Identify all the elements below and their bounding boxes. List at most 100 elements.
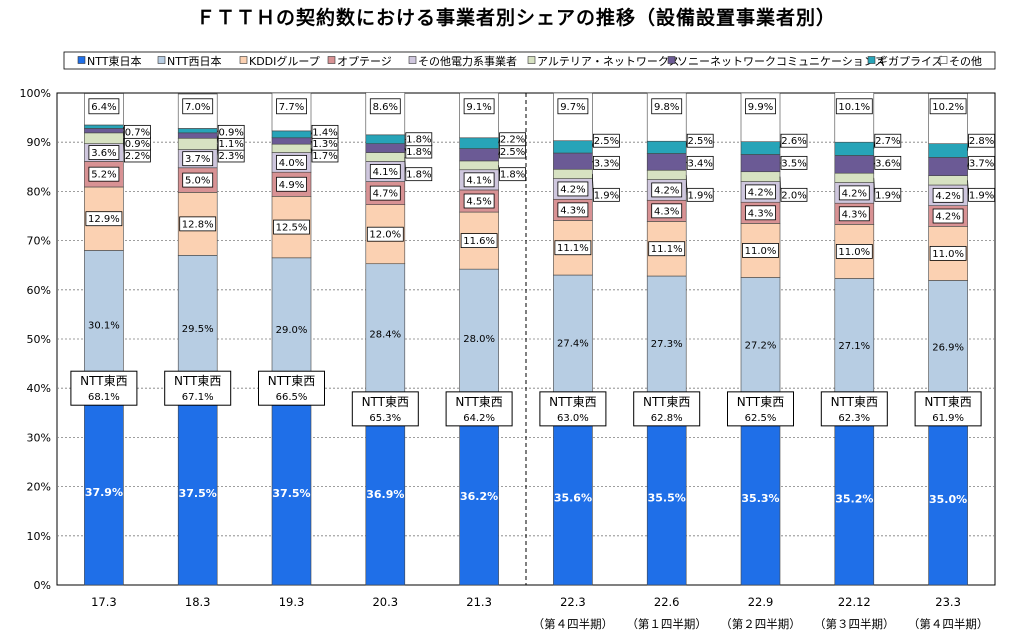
bar-segment: [271, 137, 312, 145]
data-label: 28.0%: [463, 334, 495, 345]
data-label-box: [463, 193, 495, 209]
data-label-box: [85, 211, 123, 227]
combined-value: 61.9%: [932, 413, 964, 424]
data-label: 10.1%: [838, 102, 870, 113]
combined-title: NTT東西: [455, 395, 502, 409]
y-axis: 0% 10% 20% 30% 40% 50% 60% 70% 80% 90% 100%: [20, 87, 51, 592]
x-tick-label: 17.3: [91, 595, 117, 609]
combined-box: [70, 370, 138, 406]
data-label: 3.7%: [969, 158, 994, 169]
y-tick-label: 50%: [27, 333, 51, 346]
bar-segment: [928, 143, 968, 158]
data-label: 3.6%: [91, 148, 116, 159]
data-label: 36.9%: [366, 488, 404, 501]
x-tick-sublabel: （第４四半期）: [533, 617, 614, 631]
data-label: 27.4%: [557, 338, 589, 349]
data-label: 1.9%: [594, 190, 619, 201]
bar-segment: [740, 411, 781, 586]
combined-value: 62.8%: [651, 413, 683, 424]
combined-title: NTT東西: [643, 395, 690, 409]
data-label-box: [463, 172, 495, 188]
legend-label: アルテリア・ネットワークス: [537, 55, 680, 68]
combined-box: [820, 391, 888, 427]
data-label: 2.0%: [781, 190, 806, 201]
bar-segment: [928, 157, 968, 176]
bar-segment: [928, 175, 968, 186]
bar-segment: [271, 130, 312, 139]
data-label: 7.0%: [185, 102, 210, 113]
bar-segment: [365, 143, 406, 153]
bar-segment: [834, 141, 875, 156]
data-label: 4.3%: [560, 205, 585, 216]
legend-swatch: [939, 56, 948, 64]
x-tick-label: 22.6: [654, 595, 680, 609]
bar-segment: [928, 280, 968, 414]
data-label: 4.2%: [935, 212, 960, 223]
data-label: 27.2%: [745, 340, 777, 351]
data-label: 3.7%: [185, 154, 210, 165]
data-label: 12.8%: [182, 219, 214, 230]
bar-segment: [271, 143, 312, 153]
combined-label: NTT東西 66.5%: [258, 370, 325, 406]
data-label-box: [124, 124, 151, 139]
x-tick-label: 22.9: [748, 595, 774, 609]
data-label: 3.6%: [875, 158, 900, 169]
data-label: 12.0%: [369, 230, 401, 241]
data-label: 7.7%: [279, 102, 304, 113]
data-label: 12.5%: [276, 223, 308, 234]
bar-group: 36.9%28.4%12.0%4.7%4.1%8.6%1.8%1.8%1.8%N…: [351, 92, 433, 586]
data-label: 1.3%: [312, 139, 337, 150]
data-label-box: [874, 187, 902, 202]
data-label: 1.9%: [969, 190, 994, 201]
chart-title: ＦＴＴＨの契約数における事業者別シェアの推移（設備設置事業者別）: [196, 6, 836, 29]
data-label: 4.2%: [560, 184, 585, 195]
data-label: 27.3%: [651, 339, 683, 350]
data-label: 11.1%: [651, 244, 683, 255]
data-label-box: [745, 98, 776, 115]
data-label-box: [369, 98, 401, 115]
combined-title: NTT東西: [174, 374, 221, 388]
combined-box: [633, 391, 701, 427]
data-label: 35.0%: [929, 493, 967, 506]
combined-label: NTT東西 62.8%: [633, 391, 701, 427]
bar-segment: [365, 134, 406, 144]
data-label: 2.3%: [218, 151, 243, 162]
data-label: 4.3%: [842, 209, 867, 220]
data-label: 2.2%: [125, 151, 150, 162]
x-tick-label: 20.3: [372, 595, 398, 609]
data-label-box: [369, 185, 401, 201]
legend-label: オプテージ: [337, 55, 392, 68]
data-label: 4.0%: [279, 158, 304, 169]
data-label: 1.8%: [406, 135, 431, 146]
data-label-box: [88, 98, 120, 115]
data-label-box: [88, 166, 120, 182]
data-label-box: [182, 98, 214, 115]
data-label: 9.9%: [748, 102, 773, 113]
data-label-box: [686, 155, 714, 170]
data-label: 1.9%: [687, 190, 712, 201]
combined-value: 68.1%: [88, 392, 120, 403]
x-tick-label: 19.3: [279, 595, 305, 609]
data-label: 4.2%: [935, 191, 960, 202]
legend-label: その他電力系事業者: [418, 55, 517, 68]
data-label: 4.1%: [373, 167, 398, 178]
x-axis: 17.3 18.3 19.3 20.3 21.3 22.3 （第４四半期） 22.6 （第１四半…: [91, 595, 988, 631]
data-label-box: [366, 226, 404, 242]
data-label: 5.2%: [91, 170, 116, 181]
bar-segment: [271, 400, 312, 586]
data-label: 4.2%: [654, 185, 679, 196]
bar-segment: [646, 275, 687, 411]
y-tick-label: 100%: [20, 87, 51, 100]
bar-segment: [84, 124, 124, 129]
data-label: 4.3%: [654, 206, 679, 217]
data-label: 9.8%: [654, 102, 679, 113]
combined-title: NTT東西: [362, 395, 409, 409]
bar-segment: [84, 132, 124, 144]
x-tick-sublabel: （第３四半期）: [814, 617, 895, 631]
bar-segment: [553, 140, 593, 154]
data-label: 2.5%: [687, 136, 712, 147]
data-label: 36.2%: [460, 490, 498, 503]
bar-segment: [177, 400, 218, 586]
